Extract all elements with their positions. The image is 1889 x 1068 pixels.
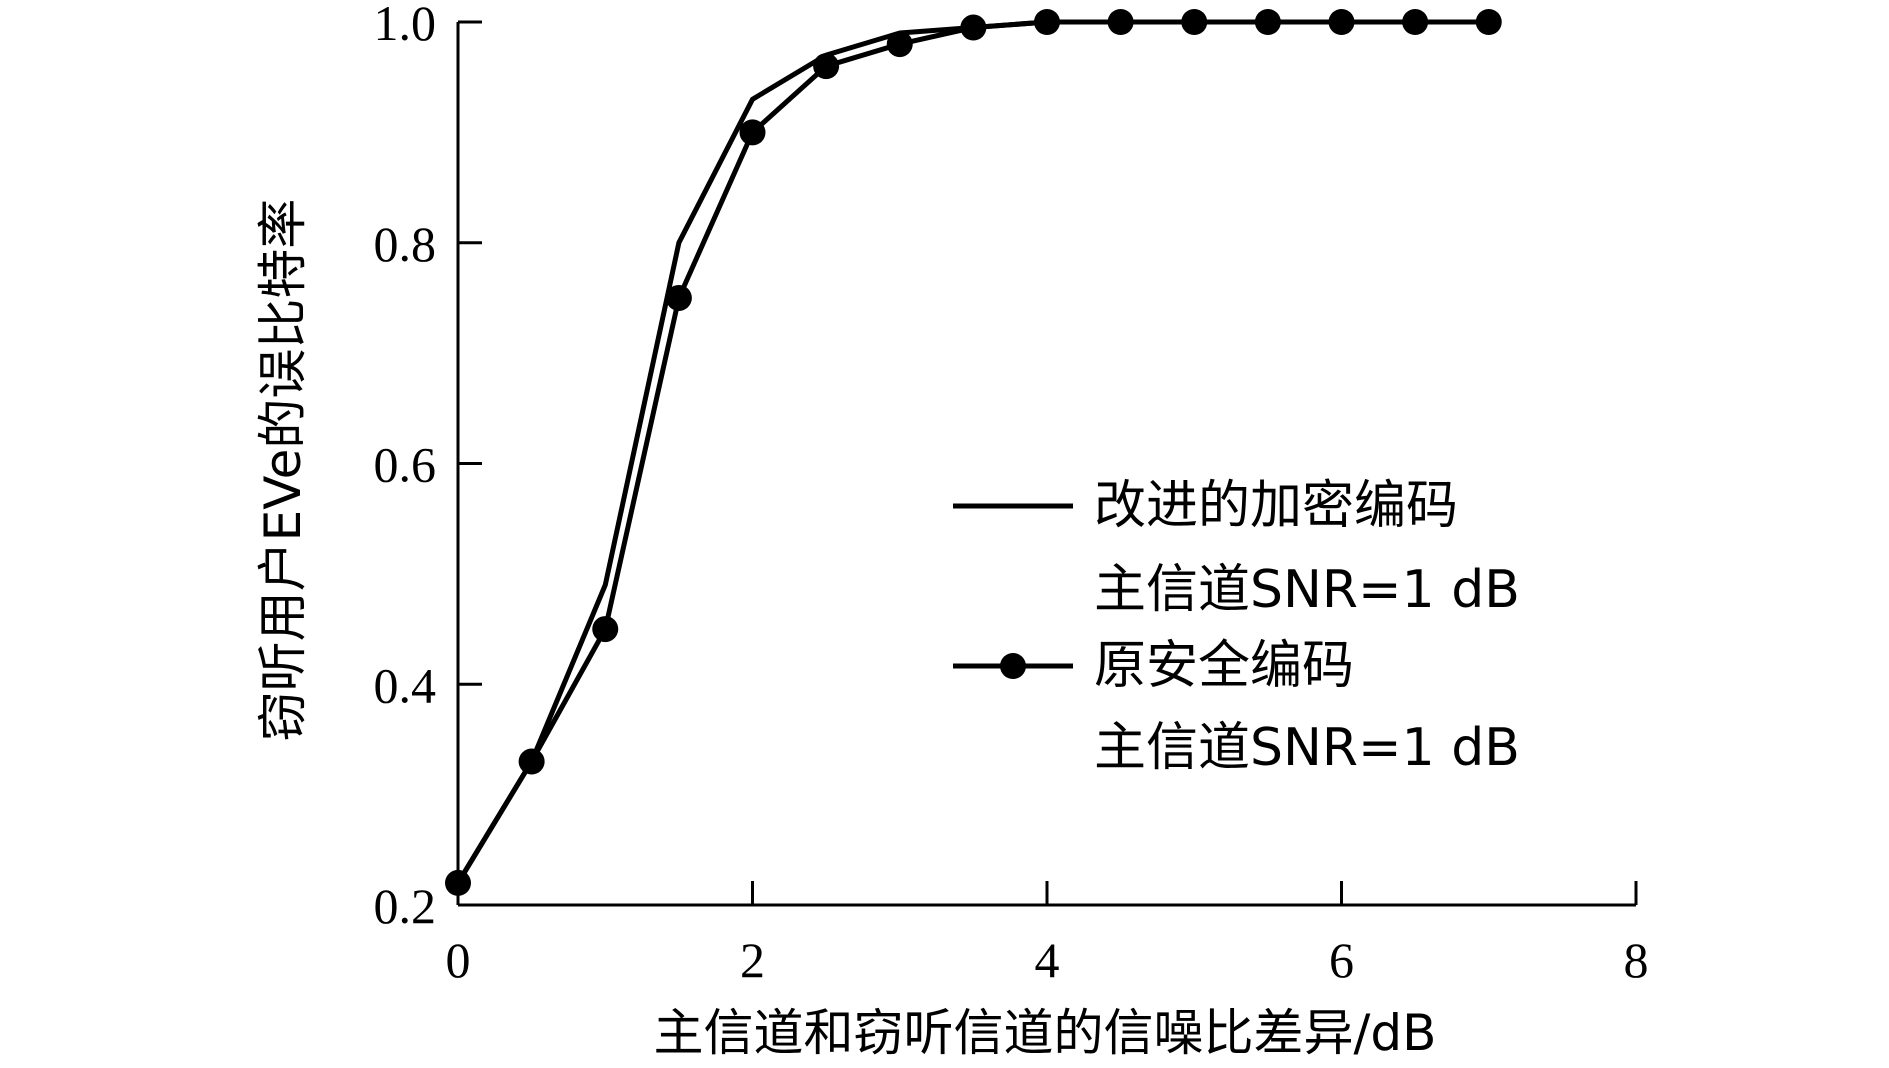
series-2 bbox=[445, 9, 1502, 896]
legend-sublabel: 主信道SNR=1 dB bbox=[1094, 718, 1520, 778]
x-tick-label: 8 bbox=[1624, 932, 1649, 988]
data-point bbox=[665, 284, 692, 311]
data-point bbox=[886, 31, 913, 58]
legend-label: 改进的加密编码 bbox=[1094, 476, 1458, 536]
y-tick-label: 0.6 bbox=[374, 437, 437, 493]
y-tick-label: 0.4 bbox=[374, 657, 437, 713]
data-point bbox=[518, 748, 545, 775]
data-point bbox=[1402, 9, 1429, 35]
x-axis-title: 主信道和窃听信道的信噪比差异/dB bbox=[654, 1004, 1437, 1062]
data-point bbox=[1107, 9, 1134, 35]
data-point bbox=[592, 616, 619, 643]
x-tick-label: 2 bbox=[740, 932, 765, 988]
legend-label: 原安全编码 bbox=[1094, 636, 1354, 696]
y-tick-label: 0.8 bbox=[374, 216, 437, 272]
y-tick-label: 1.0 bbox=[374, 0, 437, 51]
x-tick-label: 6 bbox=[1329, 932, 1354, 988]
data-point bbox=[1034, 9, 1060, 35]
data-point bbox=[445, 869, 471, 896]
y-axis-title: 窃听用户EVe的误比特率 bbox=[254, 199, 312, 742]
data-point bbox=[813, 53, 840, 80]
data-point bbox=[1328, 9, 1355, 35]
x-tick-label: 4 bbox=[1035, 932, 1060, 988]
data-point bbox=[1254, 9, 1281, 35]
x-tick-label: 0 bbox=[446, 932, 471, 988]
y-tick-label: 0.2 bbox=[374, 878, 437, 934]
legend-sublabel: 主信道SNR=1 dB bbox=[1094, 560, 1520, 620]
data-point bbox=[1475, 9, 1502, 35]
series-layer bbox=[445, 9, 1502, 896]
data-point bbox=[739, 119, 766, 146]
data-point bbox=[960, 14, 987, 41]
axes: 0 2 4 6 8 0.2 0.4 0.6 0.8 1.0 bbox=[374, 0, 1649, 988]
data-point bbox=[1181, 9, 1208, 35]
legend-marker bbox=[1000, 653, 1026, 679]
